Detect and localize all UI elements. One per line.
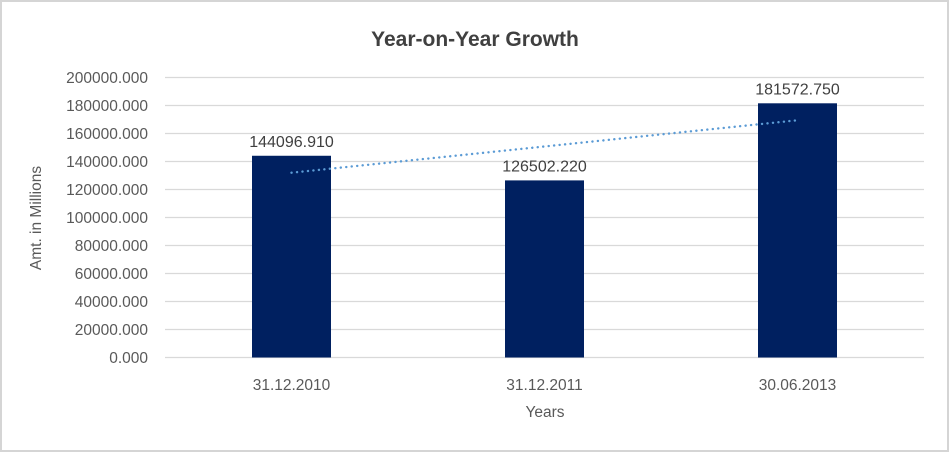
y-tick-label: 180000.000 (66, 98, 148, 115)
bar-value-label: 126502.220 (502, 158, 587, 175)
trendline-dotted (290, 119, 799, 174)
y-tick-label: 200000.000 (66, 70, 148, 87)
y-tick-label: 20000.000 (75, 322, 149, 339)
y-tick-label: 160000.000 (66, 126, 148, 143)
y-tick-label: 0.000 (109, 350, 148, 367)
y-axis-tick-labels: 0.000 20000.000 40000.000 60000.000 80000.00… (66, 70, 148, 367)
x-axis-title: Years (525, 404, 564, 421)
y-tick-label: 60000.000 (75, 266, 149, 283)
chart-title: Year-on-Year Growth (371, 28, 579, 51)
y-tick-label: 120000.000 (66, 182, 148, 199)
y-axis-title: Amt. in Millions (28, 166, 45, 270)
bar-data-labels: 144096.910 126502.220 181572.750 (249, 81, 840, 175)
y-tick-label: 80000.000 (75, 238, 149, 255)
bar-value-label: 181572.750 (755, 81, 840, 98)
bar-value-label: 144096.910 (249, 134, 334, 151)
y-tick-label: 40000.000 (75, 294, 149, 311)
x-tick-label: 31.12.2011 (506, 377, 582, 394)
bar-31.12.2011 (505, 180, 584, 358)
x-axis-tick-labels: 31.12.2010 31.12.2011 30.06.2013 (253, 377, 837, 394)
bar-30.06.2013 (758, 103, 837, 358)
x-tick-label: 30.06.2013 (759, 377, 837, 394)
trendline (290, 119, 799, 174)
bars (252, 103, 837, 358)
bar-31.12.2010 (252, 155, 331, 358)
y-tick-label: 100000.000 (66, 210, 148, 227)
x-tick-label: 31.12.2010 (253, 377, 331, 394)
y-tick-label: 140000.000 (66, 154, 148, 171)
